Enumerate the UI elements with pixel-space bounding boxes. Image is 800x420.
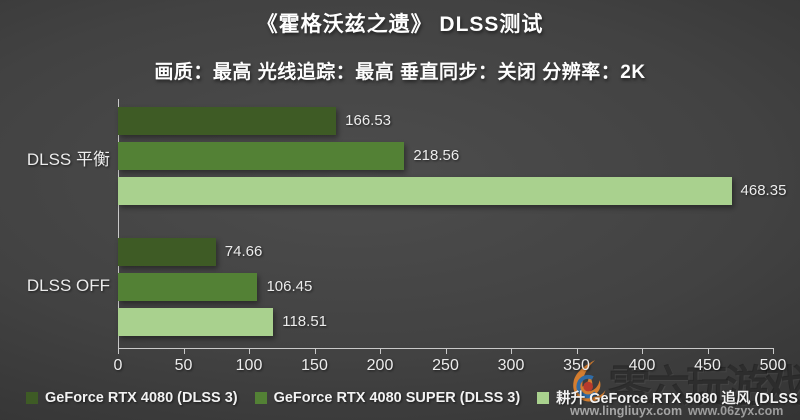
bar-value-label: 166.53	[345, 112, 392, 129]
x-axis-tick	[445, 348, 447, 354]
x-axis-tick	[380, 348, 381, 354]
x-axis-tick-label: 500	[759, 357, 787, 374]
x-axis-tick	[249, 348, 250, 354]
y-axis-line	[118, 99, 119, 349]
x-axis-tick	[642, 348, 643, 354]
chart-subtitle: 画质：最高 光线追踪：最高 垂直同步：关闭 分辨率：2K	[154, 62, 646, 83]
bar-value-label: 118.51	[282, 313, 327, 330]
bar	[118, 177, 732, 205]
bar-value-label: 106.45	[266, 278, 313, 295]
x-axis-tick-label: 150	[301, 357, 328, 374]
x-axis-tick-label: 0	[113, 357, 123, 374]
x-axis-tick	[118, 348, 119, 354]
x-axis-tick	[183, 348, 185, 354]
legend-swatch	[537, 391, 550, 404]
legend-label: GeForce RTX 4080 (DLSS 3)	[45, 389, 238, 406]
legend-swatch	[254, 391, 267, 404]
legend-item: GeForce RTX 4080 (DLSS 3)	[26, 390, 238, 406]
legend-label: 耕升 GeForce RTX 5080 追风 (DLSS 4)	[556, 391, 800, 407]
chart-title: 《霍格沃兹之遗》 DLSS测试	[256, 13, 544, 36]
x-axis-tick	[314, 348, 316, 354]
bar	[118, 238, 216, 266]
x-axis-tick-label: 450	[694, 357, 721, 374]
legend-item: GeForce RTX 4080 SUPER (DLSS 3)	[254, 389, 521, 406]
bar	[118, 107, 337, 135]
chart-legend: GeForce RTX 4080 (DLSS 3) GeForce RTX 408…	[26, 387, 800, 408]
bar	[118, 308, 274, 336]
bar-value-label: 468.35	[740, 182, 787, 199]
x-axis-tick	[773, 348, 774, 354]
x-axis-tick-label: 200	[366, 357, 394, 374]
legend-item: 耕升 GeForce RTX 5080 追风 (DLSS 4)	[537, 387, 800, 408]
bar	[118, 273, 258, 301]
legend-label: GeForce RTX 4080 SUPER (DLSS 3)	[273, 389, 521, 406]
bar-value-label: 74.66	[224, 243, 263, 260]
x-axis-tick-label: 250	[432, 357, 459, 374]
x-axis-tick-label: 50	[174, 357, 193, 374]
bar-value-label: 218.56	[413, 147, 460, 164]
legend-swatch	[26, 391, 38, 404]
x-axis-tick-label: 300	[497, 357, 525, 374]
bar	[118, 142, 405, 170]
x-axis-tick	[707, 348, 709, 354]
category-label: DLSS 平衡	[26, 150, 110, 169]
x-axis-tick	[576, 348, 578, 354]
x-axis-tick-label: 350	[563, 357, 590, 374]
x-axis-tick	[511, 348, 512, 354]
category-label: DLSS OFF	[26, 276, 110, 295]
x-axis-tick-label: 400	[628, 357, 656, 374]
x-axis-tick-label: 100	[235, 357, 263, 374]
